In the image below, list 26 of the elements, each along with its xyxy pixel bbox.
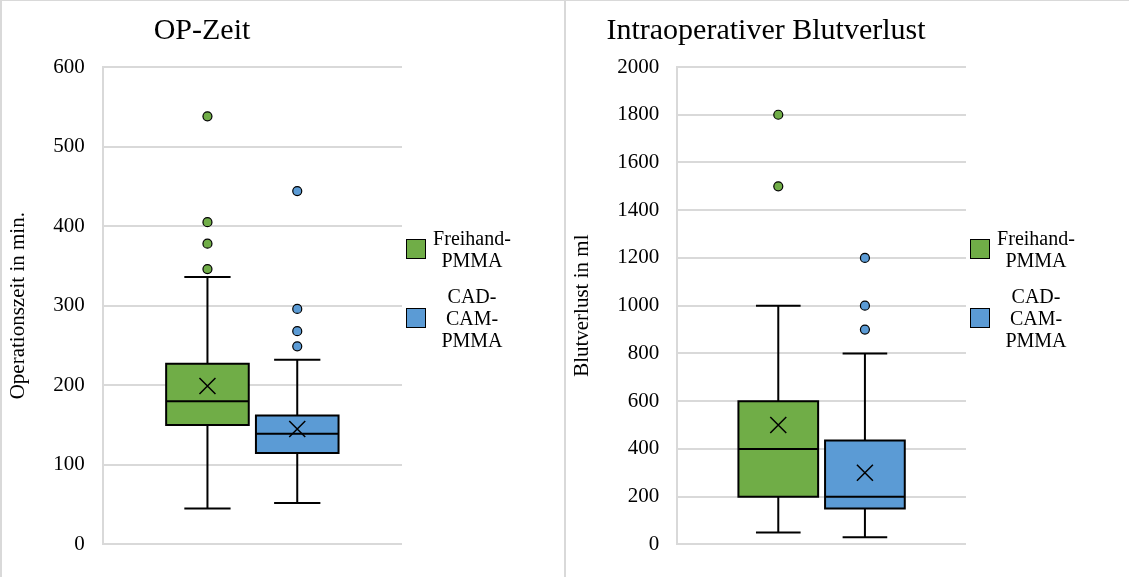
y-tick-label: 0 bbox=[648, 530, 660, 555]
y-axis-title: Operationszeit in min. bbox=[5, 212, 30, 400]
y-tick-label: 500 bbox=[53, 133, 85, 158]
y-tick-label: 1200 bbox=[617, 244, 660, 269]
y-tick-label: 800 bbox=[627, 339, 660, 364]
y-tick-label: 100 bbox=[53, 451, 85, 476]
y-axis-title: Blutverlust in ml bbox=[569, 234, 594, 377]
legend-label: Freihand-PMMA bbox=[996, 227, 1076, 271]
y-tick-label: 1400 bbox=[617, 196, 660, 221]
legend-label: Freihand-PMMA bbox=[432, 227, 512, 271]
y-tick-label: 600 bbox=[627, 387, 660, 412]
y-tick-label: 300 bbox=[53, 292, 85, 317]
y-tick-label: 200 bbox=[53, 371, 85, 396]
y-tick-label: 1600 bbox=[617, 149, 660, 173]
y-tick-label: 2000 bbox=[617, 53, 660, 78]
legend-label: CAD-CAM-PMMA bbox=[1004, 285, 1068, 351]
y-tick-label: 400 bbox=[627, 435, 660, 460]
y-tick-label: 0 bbox=[74, 530, 85, 555]
y-tick-label: 600 bbox=[53, 53, 85, 78]
chart-title: OP-Zeit bbox=[153, 11, 251, 45]
chart-title: Intraoperativer Blutverlust bbox=[606, 11, 927, 45]
y-tick-label: 1800 bbox=[617, 101, 660, 126]
y-tick-label: 400 bbox=[53, 212, 85, 237]
y-tick-label: 200 bbox=[627, 483, 660, 508]
y-tick-label: 1000 bbox=[617, 292, 660, 317]
legend-label: CAD-CAM-PMMA bbox=[440, 285, 504, 351]
